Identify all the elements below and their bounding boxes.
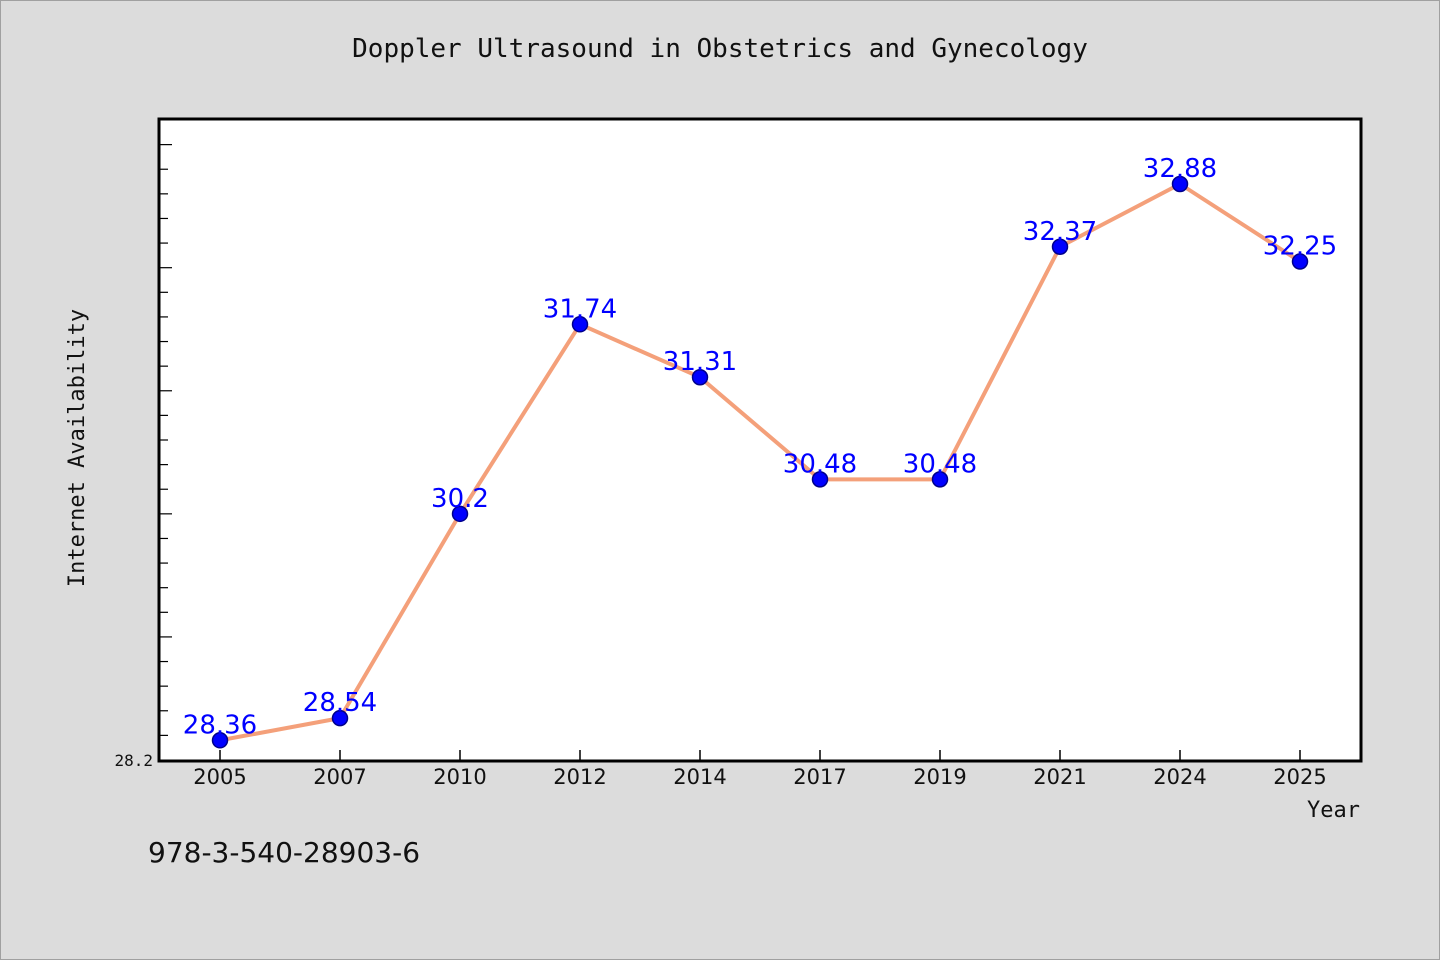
x-tick-label: 2007 (313, 765, 366, 789)
plot-area (157, 117, 1363, 763)
data-label: 28.36 (183, 710, 257, 740)
data-point (1051, 238, 1069, 256)
data-point (571, 316, 589, 333)
x-tick-label: 2010 (433, 765, 486, 789)
x-tick-label: 2017 (793, 765, 846, 789)
data-point (691, 368, 709, 386)
series-line (218, 182, 1302, 743)
data-label: 32.88 (1143, 154, 1217, 184)
x-tick-label: 2021 (1033, 765, 1086, 789)
x-tick-label: 2014 (673, 765, 726, 789)
data-label: 30.2 (431, 484, 489, 514)
data-point (931, 471, 949, 488)
data-point (1291, 253, 1309, 270)
x-axis-title: Year (1307, 798, 1360, 823)
data-labels: 28.36 28.54 30.2 31.74 31.31 30.48 30.48 32.37 3… (183, 154, 1337, 740)
x-tick-label: 2025 (1273, 765, 1326, 789)
data-point (331, 709, 349, 727)
x-tick-label: 2019 (913, 765, 966, 789)
data-point (1171, 175, 1189, 193)
data-point (211, 732, 229, 749)
data-point (451, 505, 469, 523)
y-axis-ticks (160, 144, 172, 736)
data-label: 31.74 (543, 294, 617, 324)
data-label: 30.48 (783, 449, 857, 479)
data-label: 28.54 (303, 688, 377, 718)
y-axis-title: Internet Availability (65, 309, 90, 587)
data-label: 32.37 (1023, 217, 1097, 247)
data-point (811, 471, 829, 488)
data-label: 32.25 (1263, 232, 1337, 262)
x-axis-ticks: 2005 2007 2010 2012 2014 2017 2019 2021 2024 2025 (193, 750, 1327, 789)
chart-title: Doppler Ultrasound in Obstetrics and Gyn… (352, 34, 1088, 64)
data-label: 30.48 (903, 449, 977, 479)
x-tick-label: 2012 (553, 765, 606, 789)
y-min-tick-label: 28.2 (114, 751, 153, 770)
x-tick-label: 2005 (193, 765, 246, 789)
isbn-footnote: 978-3-540-28903-6 (148, 836, 421, 869)
data-label: 31.31 (663, 347, 737, 377)
series-group (211, 175, 1309, 749)
x-tick-label: 2024 (1153, 765, 1206, 789)
